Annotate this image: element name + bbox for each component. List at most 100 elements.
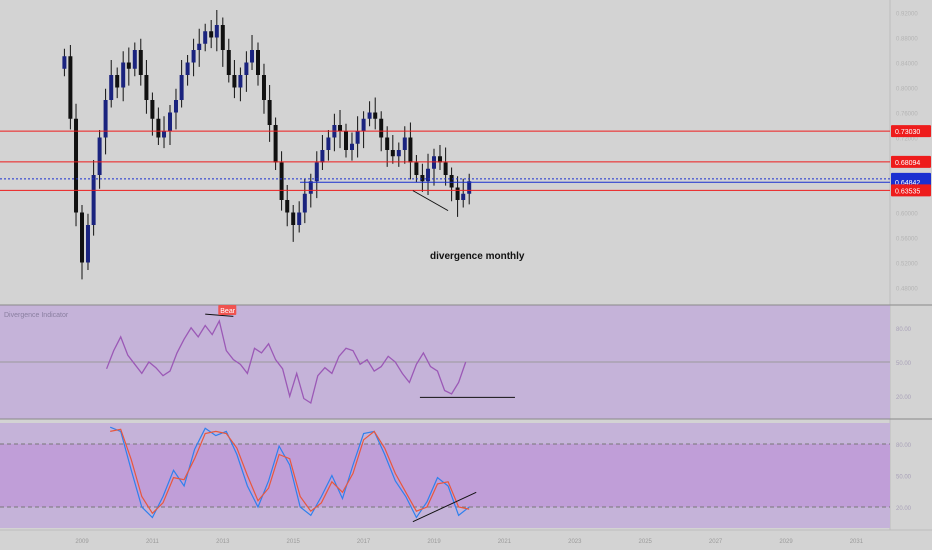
candle-body bbox=[185, 62, 190, 75]
time-tick-label: 2017 bbox=[357, 539, 371, 545]
price-tick-label: 0.72000 bbox=[896, 137, 918, 143]
candle-body bbox=[308, 181, 313, 194]
candle-body bbox=[355, 131, 360, 144]
candle-body bbox=[344, 131, 348, 150]
candle-body bbox=[191, 50, 196, 63]
divergence-pane-title: Divergence Indicator bbox=[4, 312, 69, 319]
candle-body bbox=[197, 43, 202, 50]
candle-body bbox=[302, 193, 307, 213]
candle-body bbox=[467, 181, 472, 194]
candle-body bbox=[367, 112, 372, 119]
candle-body bbox=[80, 212, 84, 263]
time-axis-background bbox=[0, 530, 932, 550]
candle-body bbox=[432, 156, 436, 169]
time-tick-label: 2021 bbox=[498, 539, 512, 545]
bear-trendline bbox=[205, 313, 234, 317]
candle-body bbox=[115, 75, 120, 88]
candle-body bbox=[349, 143, 354, 150]
price-level-label: 0.68094 bbox=[895, 160, 920, 167]
candle-body bbox=[97, 137, 102, 175]
stochastic-tick-label: 20.00 bbox=[896, 506, 912, 512]
candle-body bbox=[390, 150, 395, 157]
price-tick-label: 0.88000 bbox=[896, 37, 918, 43]
time-tick-label: 2013 bbox=[216, 539, 230, 545]
stochastic-tick-label: 80.00 bbox=[896, 443, 912, 449]
price-divergence-trendline bbox=[412, 190, 449, 212]
price-tick-label: 0.76000 bbox=[896, 112, 918, 118]
stochastic-tick-label: 50.00 bbox=[896, 475, 912, 481]
candle-body bbox=[261, 75, 266, 100]
candle-body bbox=[226, 50, 231, 75]
price-level-label: 0.64842 bbox=[895, 180, 920, 187]
time-tick-label: 2031 bbox=[850, 539, 864, 545]
price-level-label: 0.63535 bbox=[895, 188, 920, 195]
candle-body bbox=[68, 56, 73, 119]
candle-body bbox=[156, 118, 161, 138]
time-axis: 2009 2011 2013 2015 2017 2019 2021 2023 2025 2027… bbox=[0, 529, 932, 550]
candle-body bbox=[267, 100, 272, 125]
stochastic-k-line bbox=[109, 426, 470, 519]
candle-body bbox=[220, 25, 225, 50]
candle-body bbox=[314, 162, 319, 182]
candle-body bbox=[138, 50, 143, 75]
candle-body bbox=[250, 50, 255, 63]
candle-body bbox=[420, 175, 425, 182]
time-tick-label: 2029 bbox=[779, 539, 793, 545]
candle-body bbox=[238, 75, 243, 88]
candle-body bbox=[244, 62, 249, 75]
candle-body bbox=[426, 168, 431, 182]
candle-body bbox=[203, 31, 208, 44]
candle-body bbox=[326, 137, 331, 150]
candle-body bbox=[121, 62, 126, 88]
time-tick-label: 2009 bbox=[75, 539, 89, 545]
candle-body bbox=[74, 118, 79, 213]
candle-body bbox=[455, 187, 460, 200]
price-tick-label: 0.60000 bbox=[896, 212, 918, 218]
candle-body bbox=[414, 162, 419, 175]
candle-body bbox=[385, 137, 390, 150]
candle-body bbox=[361, 118, 366, 132]
candle-body bbox=[150, 100, 155, 119]
time-tick-label: 2025 bbox=[639, 539, 653, 545]
stochastic-divergence-trendline bbox=[412, 491, 477, 523]
price-tick-label: 0.48000 bbox=[896, 287, 918, 293]
candle-body bbox=[396, 150, 401, 157]
stochastic-pane: 80.00 50.00 20.00 bbox=[0, 423, 912, 528]
candle-body bbox=[279, 162, 284, 200]
candle-body bbox=[85, 225, 90, 263]
candle-body bbox=[162, 131, 167, 138]
time-tick-label: 2019 bbox=[427, 539, 441, 545]
candle-body bbox=[402, 137, 407, 150]
candle-body bbox=[179, 75, 184, 100]
candle-body bbox=[437, 156, 442, 163]
candle-body bbox=[109, 75, 114, 100]
bear-signal-tag bbox=[218, 305, 237, 315]
price-level-tag bbox=[891, 155, 931, 168]
price-level-tag bbox=[891, 184, 931, 197]
price-level-label: 0.73030 bbox=[895, 129, 920, 136]
candle-body bbox=[338, 125, 343, 132]
stochastic-d-line bbox=[110, 428, 470, 515]
price-axis-background bbox=[890, 0, 932, 550]
candle-body bbox=[408, 137, 413, 163]
price-level-tag bbox=[891, 125, 931, 138]
time-tick-label: 2011 bbox=[146, 539, 160, 545]
candle-body bbox=[256, 50, 260, 75]
candle-body bbox=[214, 25, 219, 38]
candle-body bbox=[320, 150, 325, 163]
candle-body bbox=[62, 56, 67, 69]
candle-body bbox=[209, 31, 214, 38]
time-tick-label: 2023 bbox=[568, 539, 582, 545]
price-tick-label: 0.80000 bbox=[896, 87, 918, 93]
divergence-indicator-pane: Divergence Indicator 80.00 50.00 20.00 Bear bbox=[0, 304, 932, 420]
time-tick-label: 2015 bbox=[287, 539, 301, 545]
bear-signal-label: Bear bbox=[220, 308, 235, 315]
candle-body bbox=[232, 75, 237, 88]
candle-body bbox=[103, 100, 108, 138]
divergence-annotation: divergence monthly bbox=[430, 251, 525, 262]
candle-body bbox=[168, 112, 172, 132]
divergence-line bbox=[105, 319, 467, 405]
candle-body bbox=[379, 118, 384, 138]
candle-body bbox=[443, 162, 448, 175]
